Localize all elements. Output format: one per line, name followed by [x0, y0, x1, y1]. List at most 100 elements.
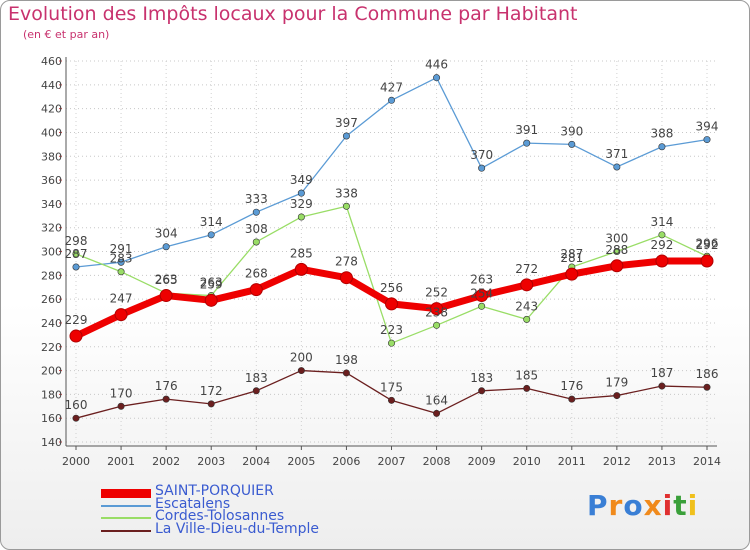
- data-point: [207, 400, 215, 408]
- data-point: [655, 254, 669, 268]
- data-point: [297, 213, 305, 221]
- data-label: 259: [200, 277, 223, 291]
- data-point: [523, 139, 531, 147]
- data-label: 371: [605, 147, 628, 161]
- data-label: 288: [605, 243, 628, 257]
- data-point: [72, 263, 80, 271]
- data-point: [159, 289, 173, 303]
- chart-subtitle: (en € et par an): [23, 28, 110, 41]
- data-point: [249, 283, 263, 297]
- legend-label: SAINT-PORQUIER: [155, 483, 274, 499]
- data-point: [610, 259, 624, 273]
- data-point: [700, 254, 714, 268]
- data-point: [252, 238, 260, 246]
- x-tick-label: 2001: [107, 455, 135, 468]
- data-label: 304: [155, 227, 178, 241]
- data-label: 296: [696, 236, 719, 250]
- data-point: [568, 140, 576, 148]
- y-tick-label: 260: [41, 293, 62, 306]
- data-point: [523, 315, 531, 323]
- data-label: 198: [335, 353, 358, 367]
- legend-swatch: [101, 517, 151, 520]
- data-label: 272: [515, 262, 538, 276]
- data-label: 287: [560, 247, 583, 261]
- y-tick-label: 200: [41, 365, 62, 378]
- y-tick-label: 280: [41, 269, 62, 282]
- data-label: 349: [290, 173, 313, 187]
- data-point: [703, 383, 711, 391]
- data-label: 164: [425, 393, 448, 407]
- x-tick-label: 2007: [378, 455, 406, 468]
- data-label: 179: [605, 376, 628, 390]
- legend-swatch: [101, 504, 151, 507]
- data-point: [523, 384, 531, 392]
- data-label: 263: [200, 276, 223, 290]
- data-label: 238: [425, 305, 448, 319]
- legend-label: Cordes-Tolosannes: [155, 508, 285, 524]
- data-point: [387, 339, 395, 347]
- logo-letter: r: [608, 489, 624, 522]
- data-point: [72, 250, 80, 258]
- x-tick-label: 2014: [693, 455, 721, 468]
- data-label: 186: [696, 367, 719, 381]
- y-tick-label: 360: [41, 174, 62, 187]
- x-tick-label: 2012: [603, 455, 631, 468]
- data-label: 172: [200, 384, 223, 398]
- data-label: 390: [560, 124, 583, 138]
- y-tick-label: 460: [41, 55, 62, 68]
- data-point: [433, 321, 441, 329]
- data-point: [252, 387, 260, 395]
- logo-letter: i: [687, 489, 699, 522]
- y-tick-label: 400: [41, 126, 62, 139]
- legend-label: La Ville-Dieu-du-Temple: [155, 520, 319, 537]
- data-label: 183: [245, 371, 268, 385]
- data-label: 388: [650, 127, 673, 141]
- data-point: [613, 248, 621, 256]
- data-point: [72, 414, 80, 422]
- data-point: [475, 289, 489, 303]
- y-tick-label: 160: [41, 412, 62, 425]
- data-label: 229: [65, 313, 88, 327]
- data-label: 446: [425, 58, 448, 72]
- data-label: 283: [110, 252, 133, 266]
- legend-label: Escatalens: [155, 495, 231, 512]
- y-tick-label: 340: [41, 198, 62, 211]
- data-point: [162, 395, 170, 403]
- x-tick-label: 2008: [423, 455, 451, 468]
- data-point: [297, 189, 305, 197]
- data-point: [114, 308, 128, 322]
- y-tick-label: 180: [41, 388, 62, 401]
- y-tick-label: 320: [41, 222, 62, 235]
- y-tick-label: 420: [41, 103, 62, 116]
- x-tick-label: 2003: [197, 455, 225, 468]
- data-label: 176: [560, 379, 583, 393]
- legend-swatch: [101, 529, 151, 532]
- data-label: 427: [380, 80, 403, 94]
- data-point: [252, 208, 260, 216]
- data-label: 278: [335, 255, 358, 269]
- data-point: [342, 369, 350, 377]
- data-label: 243: [515, 299, 538, 313]
- data-label: 176: [155, 379, 178, 393]
- data-point: [387, 396, 395, 404]
- data-point: [613, 392, 621, 400]
- data-label: 223: [380, 323, 403, 337]
- data-point: [342, 132, 350, 140]
- data-point: [703, 136, 711, 144]
- legend-swatch: [101, 488, 151, 498]
- data-label: 281: [560, 251, 583, 265]
- chart-title: Evolution des Impôts locaux pour la Comm…: [8, 3, 578, 25]
- data-label: 247: [110, 292, 133, 306]
- data-label: 338: [335, 186, 358, 200]
- data-point: [658, 231, 666, 239]
- data-label: 333: [245, 192, 268, 206]
- data-label: 298: [65, 234, 88, 248]
- x-tick-label: 2013: [648, 455, 676, 468]
- data-point: [478, 302, 486, 310]
- data-point: [207, 231, 215, 239]
- y-tick-label: 240: [41, 317, 62, 330]
- data-point: [294, 262, 308, 276]
- data-label: 308: [245, 222, 268, 236]
- data-label: 287: [65, 247, 88, 261]
